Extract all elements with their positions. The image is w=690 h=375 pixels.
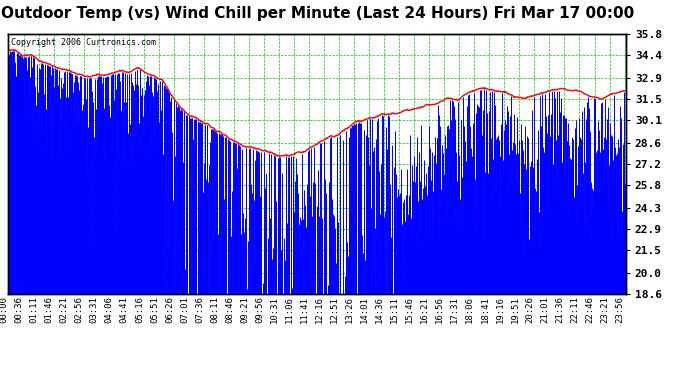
Text: 11:41: 11:41	[300, 296, 309, 323]
Text: 15:11: 15:11	[391, 296, 400, 323]
Text: 20:26: 20:26	[525, 296, 535, 323]
Text: 16:21: 16:21	[420, 296, 429, 323]
Text: 08:11: 08:11	[210, 296, 219, 323]
Text: 03:31: 03:31	[90, 296, 99, 323]
Text: 18:06: 18:06	[465, 296, 474, 323]
Text: 14:36: 14:36	[375, 296, 384, 323]
Text: 19:16: 19:16	[495, 296, 504, 323]
Text: 05:51: 05:51	[150, 296, 159, 323]
Text: 12:16: 12:16	[315, 296, 324, 323]
Text: 00:36: 00:36	[14, 296, 23, 323]
Text: 07:36: 07:36	[195, 296, 204, 323]
Text: 02:56: 02:56	[75, 296, 83, 323]
Text: 22:11: 22:11	[571, 296, 580, 323]
Text: 06:26: 06:26	[165, 296, 174, 323]
Text: 23:21: 23:21	[600, 296, 609, 323]
Text: 19:51: 19:51	[511, 296, 520, 323]
Text: 04:06: 04:06	[105, 296, 114, 323]
Text: 00:00: 00:00	[0, 296, 8, 323]
Text: 16:56: 16:56	[435, 296, 444, 323]
Text: 18:41: 18:41	[480, 296, 489, 323]
Text: 21:01: 21:01	[540, 296, 549, 323]
Text: Outdoor Temp (vs) Wind Chill per Minute (Last 24 Hours) Fri Mar 17 00:00: Outdoor Temp (vs) Wind Chill per Minute …	[1, 6, 634, 21]
Text: 08:46: 08:46	[225, 296, 234, 323]
Text: 09:56: 09:56	[255, 296, 264, 323]
Text: 02:21: 02:21	[60, 296, 69, 323]
Text: 12:51: 12:51	[330, 296, 339, 323]
Text: 14:01: 14:01	[360, 296, 369, 323]
Text: 23:56: 23:56	[615, 296, 624, 323]
Text: 21:36: 21:36	[555, 296, 564, 323]
Text: 11:06: 11:06	[285, 296, 294, 323]
Text: 04:41: 04:41	[120, 296, 129, 323]
Text: 22:46: 22:46	[586, 296, 595, 323]
Text: 17:31: 17:31	[451, 296, 460, 323]
Text: 01:11: 01:11	[30, 296, 39, 323]
Text: 10:31: 10:31	[270, 296, 279, 323]
Text: 07:01: 07:01	[180, 296, 189, 323]
Text: 13:26: 13:26	[345, 296, 354, 323]
Text: 09:21: 09:21	[240, 296, 249, 323]
Text: Copyright 2006 Curtronics.com: Copyright 2006 Curtronics.com	[11, 38, 157, 46]
Text: 05:16: 05:16	[135, 296, 144, 323]
Text: 15:46: 15:46	[405, 296, 414, 323]
Text: 01:46: 01:46	[45, 296, 54, 323]
